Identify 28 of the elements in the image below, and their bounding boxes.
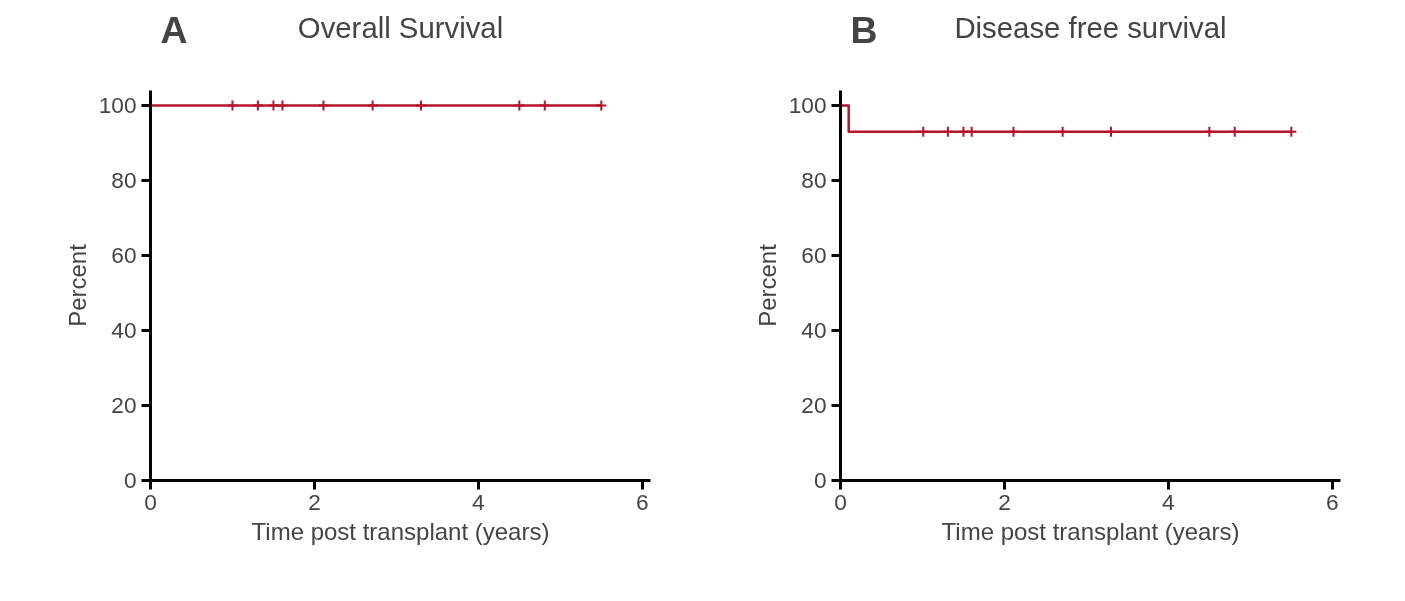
y-axis-title: Percent [63, 243, 91, 327]
x-tick-label: 2 [308, 488, 321, 515]
y-tick-label: 100 [98, 92, 137, 118]
y-tick-label: 40 [801, 317, 827, 343]
x-tick-label: 2 [998, 488, 1011, 515]
text: A [160, 8, 188, 51]
x-tick-label: 4 [472, 488, 485, 515]
y-tick-label: 40 [111, 317, 137, 343]
x-axis-title: Time post transplant (years) [251, 517, 550, 545]
y-tick-label: 20 [801, 392, 827, 418]
chart-title: Overall Survival [297, 10, 504, 44]
x-tick-label: 6 [636, 488, 649, 515]
x-tick-label: 0 [144, 488, 157, 515]
y-tick-label: 0 [813, 467, 827, 493]
y-axis-title: Percent [753, 243, 781, 327]
y-tick-label: 60 [111, 242, 137, 268]
y-tick-label: 80 [111, 167, 137, 193]
chart-title: Disease free survival [954, 10, 1227, 44]
x-axis-title: Time post transplant (years) [941, 517, 1240, 545]
x-tick-label: 6 [1326, 488, 1339, 515]
y-tick-label: 20 [111, 392, 137, 418]
x-tick-label: 0 [834, 488, 847, 515]
y-tick-label: 0 [123, 467, 137, 493]
x-tick-label: 4 [1162, 488, 1175, 515]
text: B [850, 8, 878, 51]
y-tick-label: 60 [801, 242, 827, 268]
y-tick-label: 80 [801, 167, 827, 193]
y-tick-label: 100 [788, 92, 827, 118]
